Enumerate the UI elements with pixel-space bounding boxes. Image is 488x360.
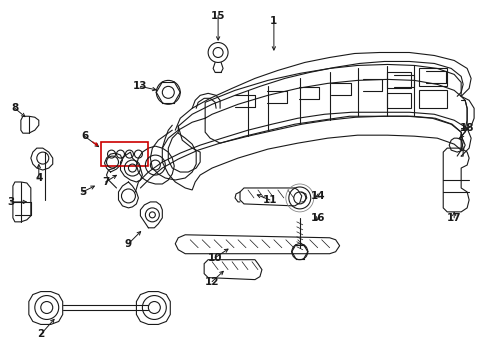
Text: 15: 15 bbox=[210, 11, 225, 21]
Text: 2: 2 bbox=[37, 329, 44, 339]
Text: 1: 1 bbox=[270, 15, 277, 26]
Text: 17: 17 bbox=[446, 213, 461, 223]
Text: 14: 14 bbox=[310, 191, 325, 201]
Text: 7: 7 bbox=[102, 177, 109, 187]
Text: 9: 9 bbox=[124, 239, 132, 249]
Bar bbox=[101, 142, 148, 166]
Bar bbox=[419, 68, 447, 86]
Bar bbox=[419, 90, 447, 108]
Bar bbox=[386, 93, 410, 108]
Bar bbox=[386, 72, 410, 88]
Text: 5: 5 bbox=[79, 187, 86, 197]
Text: 6: 6 bbox=[81, 131, 88, 141]
Text: 18: 18 bbox=[459, 123, 473, 133]
Text: 16: 16 bbox=[310, 213, 325, 223]
Text: 11: 11 bbox=[262, 195, 277, 205]
Text: 4: 4 bbox=[35, 173, 42, 183]
Text: 13: 13 bbox=[133, 81, 147, 91]
Text: 8: 8 bbox=[11, 103, 19, 113]
Text: 10: 10 bbox=[207, 253, 222, 263]
Text: 12: 12 bbox=[204, 276, 219, 287]
Text: 3: 3 bbox=[7, 197, 15, 207]
